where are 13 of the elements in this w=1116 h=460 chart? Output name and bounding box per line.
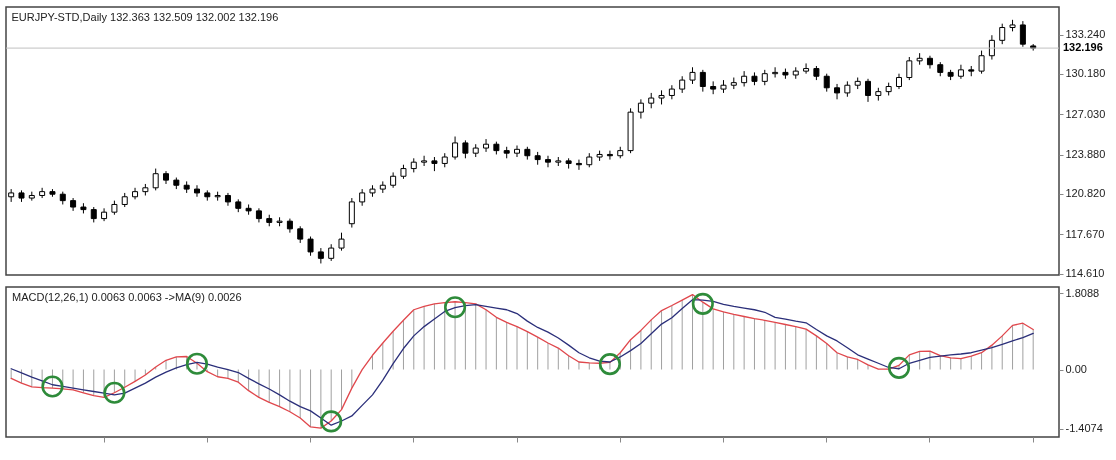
y-tick-label: -1.4074 <box>1065 422 1103 435</box>
y-tick-label: 1.8088 <box>1065 286 1100 299</box>
y-tick-label: 117.670 <box>1065 227 1105 240</box>
y-tick-label: 120.820 <box>1065 187 1106 200</box>
y-tick-label: 0.00 <box>1065 363 1087 376</box>
y-tick-label: 123.880 <box>1065 148 1106 161</box>
ref-line-label: 132.196 <box>1063 41 1103 54</box>
y-tick-label: 127.030 <box>1065 107 1106 120</box>
y-tick-label: 130.180 <box>1065 67 1106 80</box>
y-tick-label: 133.240 <box>1065 28 1106 41</box>
chart-title: MACD(12,26,1) 0.0063 0.0063 ->MA(9) 0.0026 <box>12 291 242 303</box>
chart-title: EURJPY-STD,Daily 132.363 132.509 132.002 132.196 <box>11 11 279 23</box>
y-tick-label: 114.610 <box>1065 267 1105 280</box>
